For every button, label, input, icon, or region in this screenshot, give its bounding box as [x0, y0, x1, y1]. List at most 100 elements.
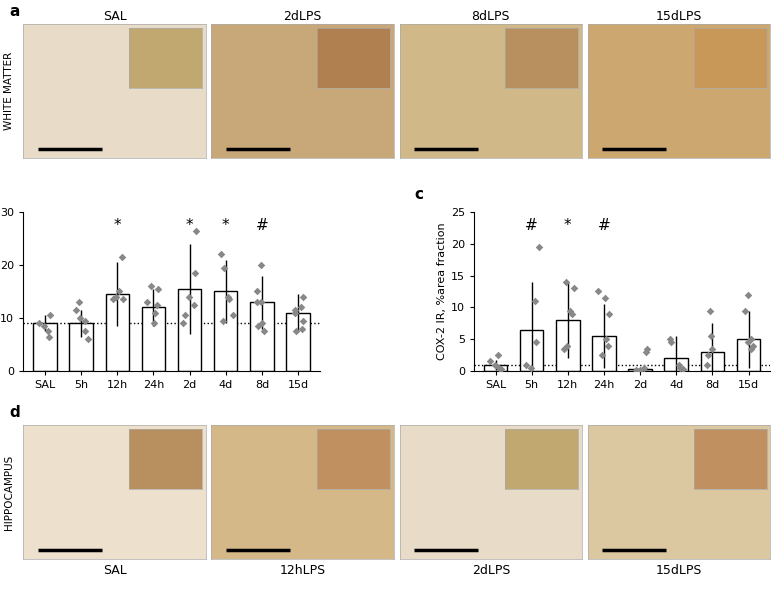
Point [296, 292, 309, 302]
Bar [251, 302, 274, 371]
Point [564, 306, 576, 316]
Text: WHITE MATTER: WHITE MATTER [5, 52, 14, 130]
Text: #: # [525, 218, 538, 233]
Point [703, 306, 716, 316]
Text: d: d [9, 404, 19, 419]
Point [296, 324, 309, 334]
Point [113, 287, 125, 296]
Point [82, 334, 94, 344]
Bar [592, 336, 615, 371]
Point [215, 249, 227, 259]
Point [255, 319, 268, 328]
Point [79, 316, 92, 326]
Point [738, 306, 751, 316]
Point [69, 305, 82, 315]
Point [640, 344, 653, 353]
Y-axis label: COX-2 IR, %area fraction: COX-2 IR, %area fraction [436, 223, 447, 360]
Point [255, 260, 268, 270]
Point [117, 294, 130, 304]
Point [664, 334, 676, 344]
Point [223, 292, 235, 302]
Point [558, 344, 570, 353]
Title: 8dLPS: 8dLPS [471, 10, 510, 23]
Bar [142, 307, 165, 371]
Point [493, 363, 506, 373]
Point [742, 290, 755, 299]
Text: #: # [598, 218, 610, 233]
Point [492, 350, 505, 360]
Point [529, 296, 541, 306]
Point [218, 263, 230, 272]
Point [290, 326, 303, 336]
Point [254, 297, 267, 307]
Point [43, 332, 55, 341]
Bar [178, 289, 202, 371]
Title: SAL: SAL [103, 10, 127, 23]
Point [747, 341, 759, 350]
Bar [106, 294, 129, 371]
Point [745, 344, 758, 353]
Title: 2dLPS: 2dLPS [283, 10, 322, 23]
Point [701, 360, 713, 370]
Bar [701, 352, 724, 371]
Point [252, 321, 265, 331]
X-axis label: 12hLPS: 12hLPS [279, 564, 326, 578]
Point [226, 311, 239, 320]
Point [677, 364, 689, 374]
Point [79, 326, 91, 336]
Point [289, 308, 302, 317]
Point [520, 360, 532, 370]
Point [223, 294, 236, 304]
Point [629, 365, 642, 374]
Point [44, 311, 57, 320]
Point [190, 226, 202, 236]
Point [251, 297, 263, 307]
Point [74, 313, 86, 323]
Point [151, 300, 163, 310]
X-axis label: 15dLPS: 15dLPS [656, 564, 702, 578]
Point [561, 341, 573, 350]
Point [741, 338, 754, 347]
Point [42, 326, 54, 336]
Point [177, 319, 189, 328]
Point [295, 302, 307, 312]
Point [640, 347, 652, 357]
Point [598, 293, 611, 303]
Point [110, 292, 123, 302]
Point [107, 294, 120, 304]
Bar [214, 291, 237, 371]
Bar [520, 329, 543, 371]
Point [116, 252, 128, 262]
Bar [664, 358, 688, 371]
Bar [556, 320, 580, 371]
Bar [737, 339, 760, 371]
X-axis label: SAL: SAL [103, 564, 127, 578]
Point [73, 297, 86, 307]
Point [296, 316, 309, 326]
Point [145, 281, 158, 291]
Text: *: * [186, 218, 194, 233]
Point [600, 334, 612, 344]
Point [483, 356, 496, 366]
Point [568, 284, 580, 293]
Text: c: c [415, 188, 423, 203]
Point [674, 363, 686, 373]
Point [530, 338, 542, 347]
Point [179, 311, 191, 320]
Point [638, 363, 650, 373]
Text: #: # [255, 218, 268, 233]
Point [187, 300, 200, 310]
Point [532, 242, 545, 252]
Point [566, 309, 579, 319]
Bar [286, 313, 310, 371]
Point [38, 321, 51, 331]
Point [217, 316, 230, 326]
Point [596, 350, 608, 360]
Text: *: * [222, 218, 230, 233]
Point [141, 297, 153, 307]
Text: HIPPOCAMPUS: HIPPOCAMPUS [5, 454, 14, 529]
Point [591, 287, 604, 296]
Point [258, 326, 271, 336]
Point [489, 360, 501, 370]
Point [602, 309, 615, 319]
